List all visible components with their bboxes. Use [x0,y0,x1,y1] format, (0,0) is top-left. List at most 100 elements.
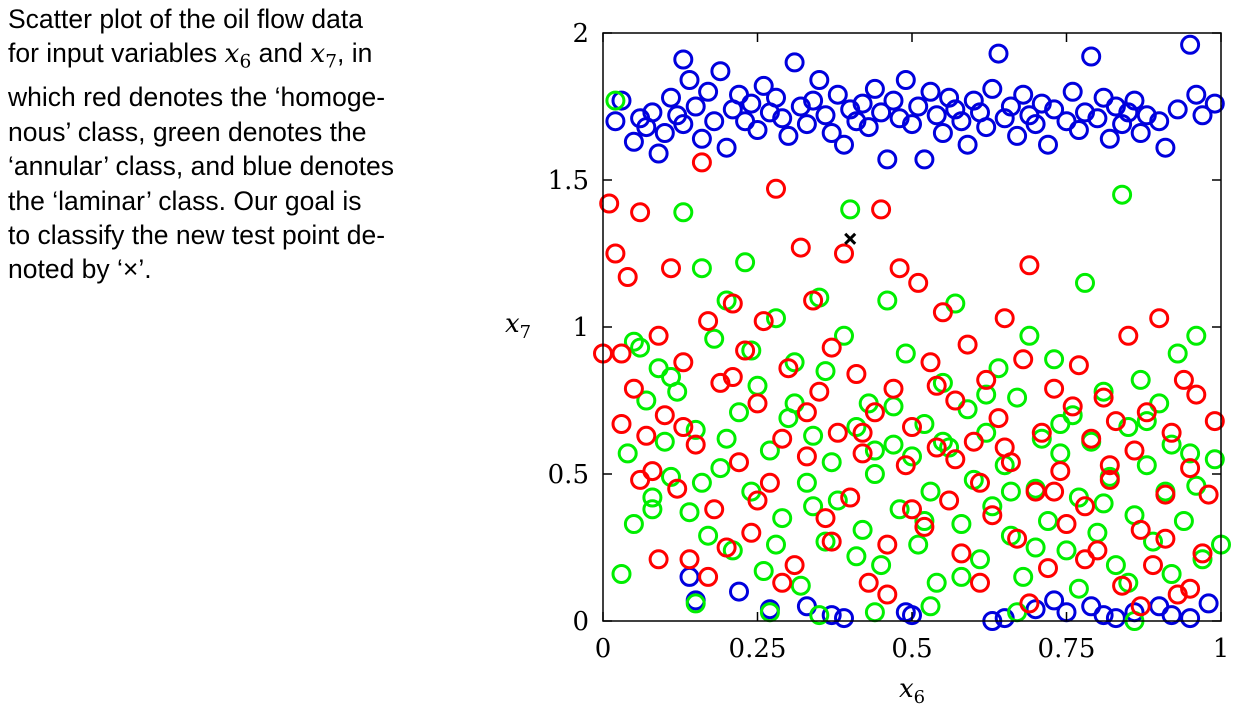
scatter-point [766,308,786,329]
scatter-point [704,111,725,132]
scatter-point [691,472,712,493]
scatter-point [945,449,966,470]
scatter-point [1155,528,1176,549]
scatter-point [1198,593,1219,614]
scatter-point [1099,128,1120,149]
scatter-point [679,549,700,570]
scatter-point [766,178,786,199]
scatter-point [790,575,811,596]
scatter-point [704,499,725,520]
scatter-point [636,425,657,446]
scatter-point [741,340,762,361]
scatter-point [1031,428,1052,449]
scatter-point [1192,543,1213,564]
scatter-point [902,605,922,626]
scatter-point [982,505,1003,526]
scatter-point [1093,493,1114,514]
axes-frame [602,32,1222,622]
x-tick-label: 0.75 [1038,634,1096,664]
scatter-point [698,81,719,102]
scatter-point [852,443,873,464]
scatter-point [623,514,644,534]
scatter-point [1161,434,1182,455]
scatter-point [654,431,675,452]
scatter-point [685,96,706,117]
scatter-point [679,566,700,587]
scatter-point [1143,555,1163,576]
scatter-point [1149,308,1170,329]
scatter-point [654,123,675,143]
scatter-point [735,340,756,361]
y-tick-label: 1.5 [548,166,589,196]
scatter-point [957,399,978,420]
scatter-point [704,328,725,349]
scatter-point [747,393,768,414]
scatter-point [908,96,929,117]
y-tick-label: 2 [572,19,589,49]
scatter-point [1062,81,1083,102]
scatter-point [729,452,749,473]
scatter-point [1136,455,1157,476]
x-axis-label: x6 [899,674,925,708]
scatter-point [1099,455,1120,476]
scatter-point [1050,461,1071,482]
scatter-point [821,123,842,143]
scatter-point [976,117,997,138]
scatter-point [1130,123,1151,143]
scatter-point [729,581,749,602]
caption-line: the ‘laminar’ class. Our goal is [8,185,362,216]
scatter-point [815,508,836,529]
scatter-point [673,202,694,223]
scatter-point [1044,378,1065,399]
scatter-point [877,290,898,311]
scatter-point [1000,96,1021,117]
scatter-point [1056,514,1077,534]
scatter-point [642,102,663,123]
scatter-point [827,422,848,443]
scatter-point [735,252,756,273]
scatter-point [827,490,848,511]
scatter-point [623,331,644,352]
scatter-point [642,487,663,508]
scatter-point [630,202,651,223]
scatter-point [1192,549,1213,570]
scatter-point [772,108,793,129]
scatter-point [895,455,916,476]
scatter-point [1124,440,1145,461]
scatter-point [1180,608,1201,629]
y-axis-label: x7 [505,309,531,343]
scatter-point [673,417,694,437]
scatter-point [766,534,786,555]
scatter-point [963,431,984,452]
scatter-point [1124,90,1145,111]
scatter-point [772,572,793,593]
scatter-point [908,272,929,293]
scatter-point [827,84,848,105]
scatter-point [883,434,904,455]
scatter-point [623,378,644,399]
scatter-point [852,422,873,443]
scatter-point [784,555,805,576]
scatter-point [685,434,706,455]
scatter-point [673,114,694,135]
scatter-point [902,417,922,437]
scatter-point [1044,481,1065,502]
scatter-point [654,405,675,426]
scatter-point [864,602,885,623]
scatter-point [1081,46,1102,67]
scatter-point [970,549,990,570]
scatter-point [902,499,922,520]
scatter-point [691,128,712,149]
scatter-point [1050,443,1071,464]
scatter-point [834,325,854,346]
scatter-point [1186,475,1207,496]
scatter-point [988,408,1009,429]
scatter-point [1075,272,1095,293]
scatter-point [759,472,780,493]
scatter-point [772,508,793,529]
scatter-point [685,419,706,440]
scatter-point [846,364,867,384]
scatter-point [809,381,830,402]
scatter-point [691,258,712,279]
scatter-point [1019,325,1040,346]
